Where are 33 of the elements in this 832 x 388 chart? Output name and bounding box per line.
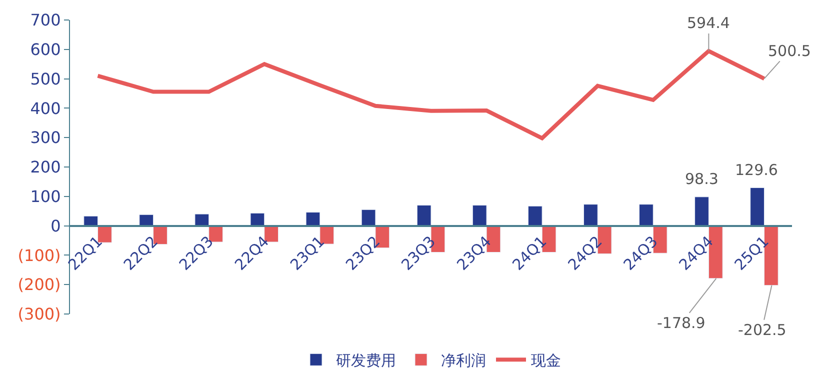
y-tick-label: 700: [30, 10, 61, 30]
legend-label: 净利润: [441, 352, 486, 370]
data-label: -202.5: [738, 321, 786, 339]
bar: [361, 209, 376, 226]
bar: [639, 204, 654, 226]
bar: [583, 204, 598, 226]
y-tick-label: (100): [18, 246, 61, 265]
data-label: 594.4: [687, 14, 730, 32]
y-tick-label: (300): [18, 304, 61, 324]
y-tick-label: 0: [50, 216, 61, 236]
y-tick-label: 300: [30, 128, 61, 148]
bar: [416, 204, 432, 226]
line-series: [96, 49, 766, 140]
data-label: 129.6: [735, 161, 778, 179]
y-tick-label: 200: [30, 158, 61, 177]
y-tick-label: 500: [30, 69, 61, 88]
data-label: -178.9: [657, 314, 706, 332]
bar: [139, 214, 154, 226]
y-tick-label: 600: [30, 40, 61, 59]
y-tick-label: 400: [30, 98, 61, 118]
legend-label: 研发费用: [336, 352, 396, 370]
legend-label: 现金: [531, 352, 561, 370]
bar: [194, 214, 210, 226]
y-tick-label: 100: [30, 187, 61, 206]
bar: [528, 206, 542, 226]
bar: [750, 187, 764, 226]
bar: [694, 196, 709, 226]
bar: [306, 212, 320, 226]
bar: [472, 204, 487, 226]
bar: [250, 212, 265, 226]
data-label: 98.3: [685, 170, 718, 188]
data-label: 500.5: [768, 42, 811, 60]
y-tick-label: (200): [18, 275, 61, 294]
